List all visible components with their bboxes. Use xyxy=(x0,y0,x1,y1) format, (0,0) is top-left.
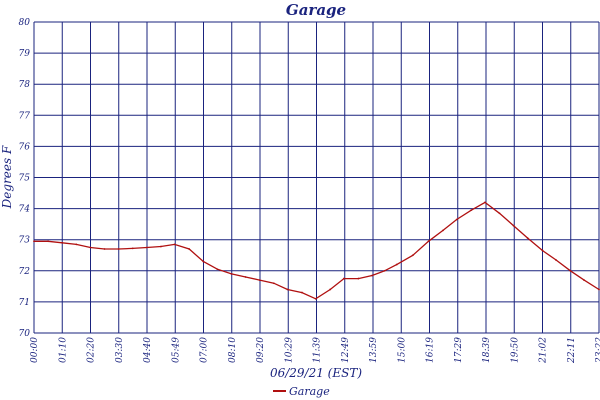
data-point xyxy=(75,243,78,246)
y-tick-label: 75 xyxy=(19,174,31,184)
x-tick-label: 01:10 xyxy=(58,337,68,363)
x-tick-label: 02:20 xyxy=(87,337,97,363)
x-tick-label: 17:29 xyxy=(454,337,464,363)
data-point xyxy=(61,241,64,244)
data-point xyxy=(598,288,600,291)
data-point xyxy=(371,274,374,277)
x-axis-label: 06/29/21 (EST) xyxy=(270,366,362,380)
data-point xyxy=(301,291,303,294)
x-tick-label: 00:00 xyxy=(30,337,40,363)
data-point xyxy=(173,243,176,246)
data-point xyxy=(33,240,35,243)
data-point xyxy=(103,248,106,250)
data-point xyxy=(202,260,205,263)
x-tick-label: 13:59 xyxy=(369,337,379,363)
y-tick-label: 74 xyxy=(19,205,31,215)
data-point xyxy=(411,254,414,257)
x-tick-label: 15:00 xyxy=(397,337,407,363)
data-point xyxy=(569,269,572,272)
y-tick-label: 80 xyxy=(19,18,31,28)
x-tick-labels: 00:00 01:10 02:20 03:30 04:40 05:49 07:00 08:10… xyxy=(30,337,600,364)
x-tick-label: 11:39 xyxy=(313,337,323,363)
y-tick-label: 71 xyxy=(19,298,30,308)
x-tick-label: 07:00 xyxy=(200,337,210,363)
x-tick-label: 03:30 xyxy=(115,337,125,363)
data-point xyxy=(498,212,501,215)
data-point xyxy=(188,248,191,250)
data-point xyxy=(145,246,148,249)
y-tick-label: 79 xyxy=(19,49,31,59)
data-point xyxy=(314,297,317,300)
data-point xyxy=(512,224,515,227)
data-point xyxy=(89,246,92,249)
x-tick-label: 18:39 xyxy=(482,337,492,363)
data-point xyxy=(286,288,289,291)
x-tick-label: 10:29 xyxy=(284,337,294,363)
data-point xyxy=(470,209,473,212)
x-tick-label: 12:49 xyxy=(341,337,351,363)
y-tick-label: 76 xyxy=(19,142,31,152)
grid-lines xyxy=(33,21,600,334)
y-tick-label: 70 xyxy=(19,329,31,339)
legend-label-garage: Garage xyxy=(289,385,330,398)
x-tick-label: 08:10 xyxy=(228,337,238,363)
chart-title: Garage xyxy=(286,1,346,19)
data-point xyxy=(160,245,162,248)
data-point xyxy=(216,268,219,271)
data-point xyxy=(272,282,275,285)
data-point xyxy=(357,277,360,280)
data-point xyxy=(383,269,386,272)
data-point xyxy=(583,279,585,282)
data-point xyxy=(395,263,398,266)
data-point xyxy=(117,248,120,250)
legend: Garage xyxy=(273,385,330,398)
data-point xyxy=(244,276,247,278)
x-tick-label: 19:50 xyxy=(510,337,520,363)
x-tick-label: 16:19 xyxy=(426,337,436,363)
data-point xyxy=(258,279,261,282)
y-axis-label: Degrees F xyxy=(0,145,14,209)
data-point xyxy=(554,259,557,261)
data-point xyxy=(47,240,50,243)
x-tick-label: 21:02 xyxy=(539,337,549,364)
x-tick-label: 09:20 xyxy=(256,337,266,363)
data-point xyxy=(131,247,134,250)
data-point xyxy=(541,249,544,252)
data-point xyxy=(230,273,233,275)
data-point xyxy=(427,240,430,243)
data-point xyxy=(526,237,529,240)
y-tick-label: 72 xyxy=(19,267,31,277)
x-tick-label: 05:49 xyxy=(171,337,181,363)
y-tick-label: 73 xyxy=(19,236,31,246)
y-tick-label: 78 xyxy=(19,80,31,90)
series-layer xyxy=(33,201,600,300)
data-point xyxy=(329,288,332,291)
y-tick-label: 77 xyxy=(19,111,31,121)
x-tick-label: 04:40 xyxy=(143,337,153,363)
data-point xyxy=(455,218,458,221)
data-point xyxy=(484,201,486,204)
data-point xyxy=(442,229,444,232)
y-tick-labels: 70 71 72 73 74 75 76 77 78 79 80 xyxy=(19,18,31,339)
data-point xyxy=(343,277,345,280)
x-tick-label: 22:11 xyxy=(567,337,577,364)
x-tick-label: 23:22 xyxy=(595,337,600,364)
